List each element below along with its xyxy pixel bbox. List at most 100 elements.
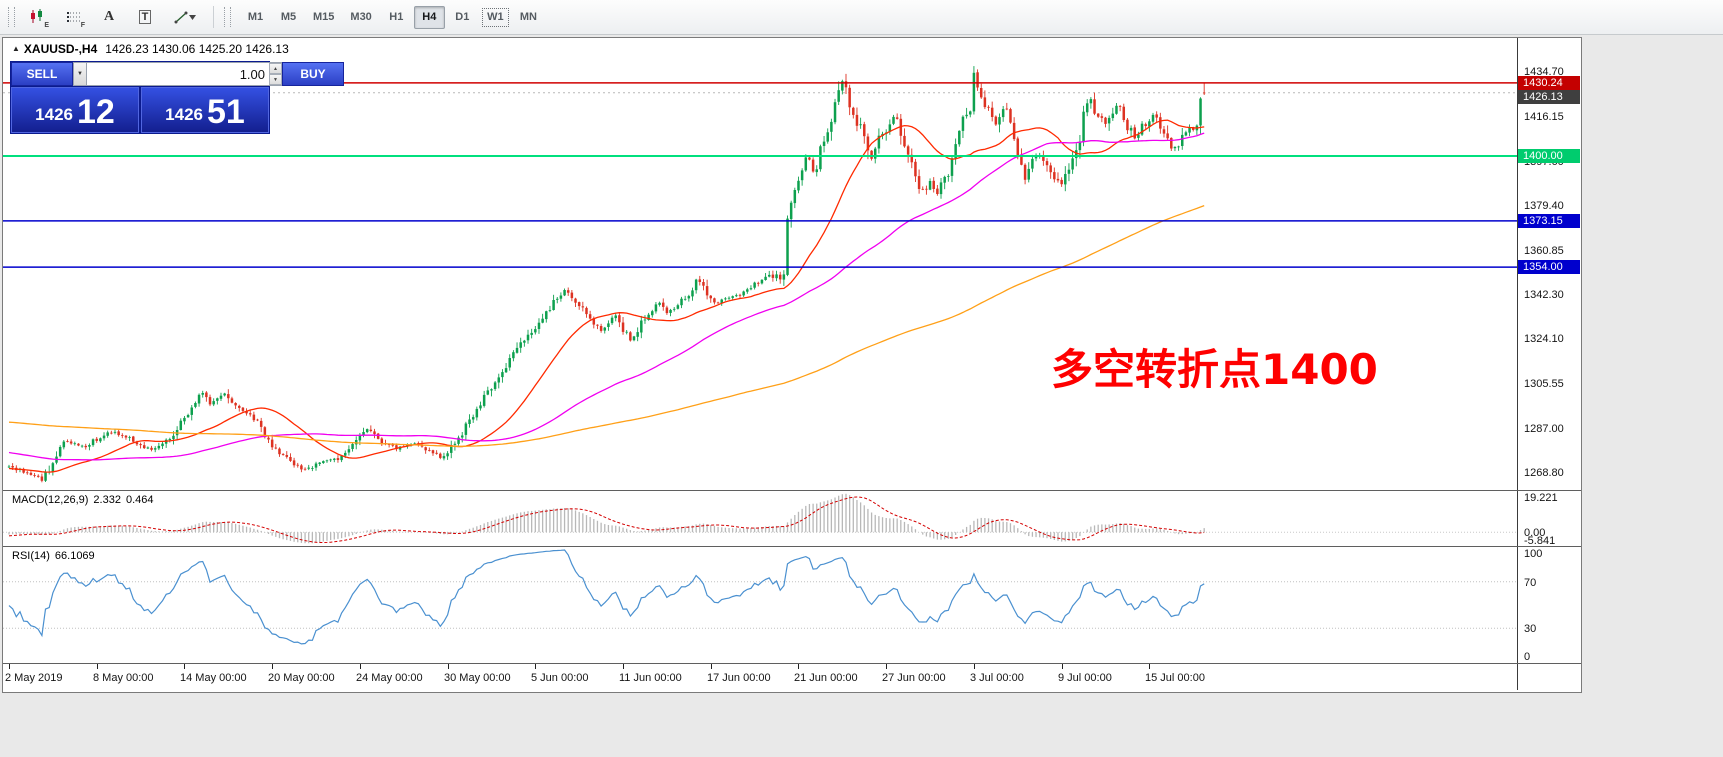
macd-name: MACD(12,26,9) [12, 494, 89, 506]
chart-ohlc-values: 1426.23 1430.06 1425.20 1426.13 [105, 42, 289, 56]
rsi-scale-label: 30 [1524, 623, 1537, 635]
price-scale-label: 1324.10 [1524, 333, 1564, 345]
panel-separator [3, 663, 1581, 664]
chart-text-annotation: 多空转折点1400 [1051, 345, 1378, 394]
price-scale-label: 1379.40 [1524, 200, 1564, 212]
volume-input[interactable] [87, 63, 269, 85]
timeframe-button-h1[interactable]: H1 [381, 6, 412, 29]
rsi-scale-label: 0 [1524, 651, 1531, 663]
time-tick [360, 664, 361, 669]
rsi-name: RSI(14) [12, 550, 50, 562]
macd-chart-canvas[interactable] [3, 491, 1517, 546]
sell-button[interactable]: SELL [11, 62, 73, 86]
timeframe-button-mn[interactable]: MN [513, 6, 544, 29]
rsi-value: 66.1069 [54, 550, 95, 562]
time-axis-label: 20 May 00:00 [268, 672, 335, 684]
toolbar-grip[interactable] [8, 7, 15, 27]
timeframe-group: M1 M5 M15 M30 H1 H4 D1 W1 MN [239, 5, 545, 29]
macd-scale[interactable]: 19.221 0.00 -5.841 [1517, 491, 1580, 546]
letter-t-icon: T [138, 10, 152, 24]
grid-icon [66, 11, 80, 22]
time-axis-label: 5 Jun 00:00 [531, 672, 589, 684]
time-axis-label: 9 Jul 00:00 [1058, 672, 1112, 684]
macd-scale-label: 19.221 [1524, 492, 1558, 504]
price-badge: 1373.15 [1518, 214, 1580, 228]
sell-price-button[interactable]: 1426 12 [11, 87, 139, 133]
timeframe-button-m5[interactable]: M5 [273, 6, 304, 29]
price-scale-label: 1268.80 [1524, 467, 1564, 479]
grid-badge: F [80, 21, 85, 29]
price-scale-label: 1305.55 [1524, 378, 1564, 390]
time-axis-label: 15 Jul 00:00 [1145, 672, 1205, 684]
macd-scale-label: -5.841 [1524, 535, 1556, 546]
volume-spinner: ▲ ▼ [269, 63, 282, 85]
time-tick [711, 664, 712, 669]
letter-a-icon: A [103, 9, 115, 24]
timeframe-button-d1[interactable]: D1 [447, 6, 478, 29]
time-tick [886, 664, 887, 669]
timeframe-button-m30[interactable]: M30 [343, 6, 378, 29]
time-axis[interactable]: 2 May 2019 8 May 00:00 14 May 00:00 20 May … [3, 664, 1581, 690]
text-tool-button[interactable]: T [131, 5, 159, 30]
macd-indicator-label: MACD(12,26,9) 2.332 0.464 [12, 494, 158, 506]
time-tick [623, 664, 624, 669]
time-tick [184, 664, 185, 669]
price-badge: 1400.00 [1518, 149, 1580, 163]
buy-price-button[interactable]: 1426 51 [141, 87, 269, 133]
volume-field-wrap: ▲ ▼ [87, 62, 282, 86]
buy-button[interactable]: BUY [282, 62, 344, 86]
chart-style-button[interactable]: E [23, 5, 51, 30]
volume-decrease-button[interactable]: ▼ [269, 74, 282, 85]
time-axis-label: 27 Jun 00:00 [882, 672, 946, 684]
workspace: ▲ XAUUSD-,H4 1426.23 1430.06 1425.20 1426.… [0, 35, 1723, 757]
macd-signal-value: 0.464 [125, 494, 154, 506]
time-axis-label: 21 Jun 00:00 [794, 672, 858, 684]
dropdown-caret-icon: ▼ [77, 71, 83, 77]
one-click-toggle-icon[interactable]: ▲ [12, 44, 20, 53]
chart-title: ▲ XAUUSD-,H4 1426.23 1430.06 1425.20 1426.… [12, 42, 289, 56]
ask-big-digits: 51 [207, 93, 245, 131]
time-axis-label: 24 May 00:00 [356, 672, 423, 684]
line-tools-button[interactable] [167, 5, 203, 30]
time-axis-label: 17 Jun 00:00 [707, 672, 771, 684]
timeframe-button-m1[interactable]: M1 [240, 6, 271, 29]
trendline-icon [174, 11, 188, 23]
price-panel[interactable]: ▲ XAUUSD-,H4 1426.23 1430.06 1425.20 1426.… [3, 38, 1581, 490]
panel-separator[interactable] [3, 546, 1581, 547]
price-scale-label: 1342.30 [1524, 289, 1564, 301]
rsi-scale[interactable]: 100 70 30 0 [1517, 547, 1580, 663]
rsi-panel[interactable]: RSI(14) 66.1069 100 70 30 0 [3, 547, 1581, 663]
rsi-chart-canvas[interactable] [3, 547, 1517, 663]
timeframe-button-w1[interactable]: W1 [480, 6, 511, 29]
time-tick [448, 664, 449, 669]
price-scale-label: 1287.00 [1524, 423, 1564, 435]
price-badge: 1354.00 [1518, 260, 1580, 274]
bid-big-digits: 12 [77, 93, 115, 131]
macd-main-value: 2.332 [93, 494, 121, 506]
time-axis-label: 2 May 2019 [5, 672, 63, 684]
chart-window: ▲ XAUUSD-,H4 1426.23 1430.06 1425.20 1426.… [2, 37, 1582, 693]
volume-increase-button[interactable]: ▲ [269, 63, 282, 74]
rsi-scale-label: 70 [1524, 577, 1537, 589]
price-scale[interactable]: 1434.701416.151397.601379.401360.851342.… [1517, 38, 1580, 490]
toolbar: E F A T M1 M5 M15 M30 H1 H4 D1 W1 MN [0, 0, 1723, 35]
ask-prefix: 1426 [165, 105, 203, 124]
grid-button[interactable]: F [59, 5, 87, 30]
toolbar-separator [213, 6, 214, 28]
price-scale-label: 1434.70 [1524, 66, 1564, 78]
font-tool-button[interactable]: A [95, 5, 123, 30]
price-badge: 1430.24 [1518, 76, 1580, 90]
timeframe-grip[interactable] [224, 7, 231, 27]
volume-dropdown-button[interactable]: ▼ [73, 62, 87, 86]
dropdown-caret-icon [189, 14, 196, 20]
macd-panel[interactable]: MACD(12,26,9) 2.332 0.464 19.221 0.00 -5.841 [3, 491, 1581, 546]
time-tick [97, 664, 98, 669]
price-scale-label: 1360.85 [1524, 245, 1564, 257]
time-axis-label: 11 Jun 00:00 [619, 672, 682, 684]
timeframe-button-h4[interactable]: H4 [413, 5, 445, 29]
time-tick [1149, 664, 1150, 669]
timeframe-button-m15[interactable]: M15 [306, 6, 341, 29]
panel-separator[interactable] [3, 490, 1581, 491]
